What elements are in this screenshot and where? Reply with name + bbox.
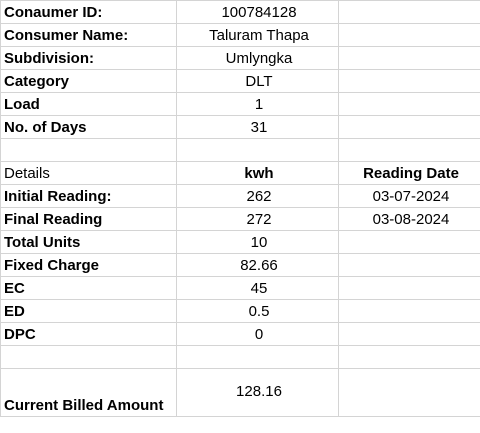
- initial-reading-label[interactable]: Initial Reading:: [0, 184, 177, 208]
- fixed-charge-row: Fixed Charge 82.66: [0, 253, 480, 277]
- days-row: No. of Days 31: [0, 115, 480, 139]
- subdivision-row: Subdivision: Umlyngka: [0, 46, 480, 70]
- bill-spreadsheet: Conaumer ID: 100784128 Consumer Name: Ta…: [0, 0, 480, 417]
- load-label[interactable]: Load: [0, 92, 177, 116]
- kwh-header[interactable]: kwh: [176, 161, 339, 185]
- reading-date-header[interactable]: Reading Date: [338, 161, 480, 185]
- empty-cell[interactable]: [338, 368, 480, 417]
- empty-cell[interactable]: [338, 23, 480, 47]
- empty-cell[interactable]: [338, 345, 480, 369]
- dpc-row: DPC 0: [0, 322, 480, 346]
- empty-cell[interactable]: [176, 138, 339, 162]
- empty-cell[interactable]: [0, 138, 177, 162]
- empty-cell[interactable]: [338, 322, 480, 346]
- consumer-name-label[interactable]: Consumer Name:: [0, 23, 177, 47]
- dpc-value[interactable]: 0: [176, 322, 339, 346]
- ec-value[interactable]: 45: [176, 276, 339, 300]
- consumer-name-row: Consumer Name: Taluram Thapa: [0, 23, 480, 47]
- empty-cell[interactable]: [338, 46, 480, 70]
- empty-cell[interactable]: [338, 299, 480, 323]
- category-label[interactable]: Category: [0, 69, 177, 93]
- consumer-id-row: Conaumer ID: 100784128: [0, 0, 480, 24]
- category-value[interactable]: DLT: [176, 69, 339, 93]
- initial-reading-date[interactable]: 03-07-2024: [338, 184, 480, 208]
- total-units-value[interactable]: 10: [176, 230, 339, 254]
- consumer-id-label[interactable]: Conaumer ID:: [0, 0, 177, 24]
- fixed-charge-label[interactable]: Fixed Charge: [0, 253, 177, 277]
- empty-cell[interactable]: [338, 92, 480, 116]
- details-header-row: Details kwh Reading Date: [0, 161, 480, 185]
- total-units-label[interactable]: Total Units: [0, 230, 177, 254]
- subdivision-value[interactable]: Umlyngka: [176, 46, 339, 70]
- empty-cell[interactable]: [338, 115, 480, 139]
- ed-label[interactable]: ED: [0, 299, 177, 323]
- details-header-label[interactable]: Details: [0, 161, 177, 185]
- load-value[interactable]: 1: [176, 92, 339, 116]
- ed-value[interactable]: 0.5: [176, 299, 339, 323]
- subdivision-label[interactable]: Subdivision:: [0, 46, 177, 70]
- empty-cell[interactable]: [338, 276, 480, 300]
- empty-cell[interactable]: [0, 345, 177, 369]
- empty-cell[interactable]: [338, 69, 480, 93]
- empty-cell[interactable]: [176, 345, 339, 369]
- final-reading-value[interactable]: 272: [176, 207, 339, 231]
- ec-label[interactable]: EC: [0, 276, 177, 300]
- empty-cell[interactable]: [338, 253, 480, 277]
- billed-amount-label[interactable]: Current Billed Amount: [0, 368, 177, 417]
- billed-amount-value[interactable]: 128.16: [176, 368, 339, 417]
- fixed-charge-value[interactable]: 82.66: [176, 253, 339, 277]
- initial-reading-row: Initial Reading: 262 03-07-2024: [0, 184, 480, 208]
- consumer-id-value[interactable]: 100784128: [176, 0, 339, 24]
- ec-row: EC 45: [0, 276, 480, 300]
- empty-cell[interactable]: [338, 0, 480, 24]
- blank-row: [0, 345, 480, 369]
- consumer-name-value[interactable]: Taluram Thapa: [176, 23, 339, 47]
- final-reading-date[interactable]: 03-08-2024: [338, 207, 480, 231]
- days-value[interactable]: 31: [176, 115, 339, 139]
- final-reading-row: Final Reading 272 03-08-2024: [0, 207, 480, 231]
- dpc-label[interactable]: DPC: [0, 322, 177, 346]
- category-row: Category DLT: [0, 69, 480, 93]
- initial-reading-value[interactable]: 262: [176, 184, 339, 208]
- empty-cell[interactable]: [338, 138, 480, 162]
- billed-amount-row: Current Billed Amount 128.16: [0, 368, 480, 417]
- total-units-row: Total Units 10: [0, 230, 480, 254]
- days-label[interactable]: No. of Days: [0, 115, 177, 139]
- empty-cell[interactable]: [338, 230, 480, 254]
- ed-row: ED 0.5: [0, 299, 480, 323]
- final-reading-label[interactable]: Final Reading: [0, 207, 177, 231]
- blank-row: [0, 138, 480, 162]
- load-row: Load 1: [0, 92, 480, 116]
